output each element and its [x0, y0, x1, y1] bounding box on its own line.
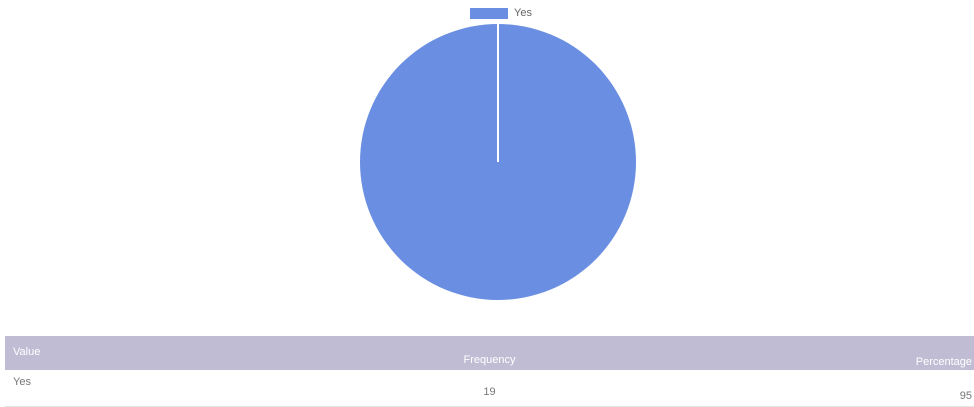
pie-chart: [360, 24, 636, 300]
row-percentage: 95: [959, 390, 972, 402]
header-percentage: Percentage: [915, 356, 972, 368]
legend-label-yes: Yes: [514, 7, 532, 19]
header-frequency: Frequency: [463, 354, 516, 366]
table-header: Value Frequency Percentage: [5, 336, 974, 370]
legend-swatch-yes[interactable]: [470, 7, 508, 19]
row-frequency: 19: [483, 386, 496, 398]
table-row: Yes 19 95: [5, 370, 974, 407]
row-value: Yes: [13, 376, 31, 388]
frequency-table: Value Frequency Percentage Yes 19 95: [5, 336, 974, 407]
chart-legend: Yes: [470, 7, 532, 19]
header-value: Value: [13, 346, 41, 358]
